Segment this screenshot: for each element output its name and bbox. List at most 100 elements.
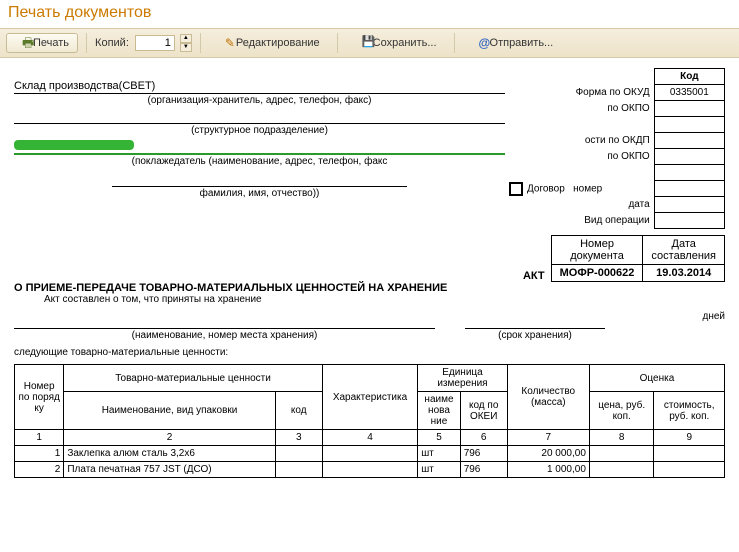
sklad-caption: (организация-хранитель, адрес, телефон, … — [14, 95, 505, 106]
doc-subtext: Акт составлен о том, что приняты на хран… — [44, 294, 725, 305]
separator — [86, 33, 87, 53]
th-naim: Наименование, вид упаковки — [64, 392, 275, 430]
print-icon — [15, 36, 29, 50]
okud-label: Форма по ОКУД — [505, 85, 654, 101]
srok-field — [465, 315, 605, 329]
srok-caption: (срок хранения) — [465, 330, 605, 341]
copies-spinner[interactable]: ▲ ▼ — [180, 34, 192, 52]
vid-value — [654, 213, 724, 229]
th-ocenka: Оценка — [589, 365, 724, 392]
col-numbers-row: 1 2 3 4 5 6 7 8 9 — [15, 430, 725, 446]
edit-label: Редактирование — [236, 37, 320, 49]
following-text: следующие товарно-материальные ценности: — [14, 347, 725, 358]
blank-cell — [654, 165, 724, 181]
storage-caption: (наименование, номер места хранения) — [14, 330, 435, 341]
signature-mark — [14, 140, 134, 150]
okpo2-label: по ОКПО — [505, 149, 654, 165]
doc-heading: О ПРИЕМЕ-ПЕРЕДАЧЕ ТОВАРНО-МАТЕРИАЛЬНЫХ Ц… — [14, 282, 725, 294]
cell-qty: 1 000,00 — [507, 462, 589, 478]
copies-input[interactable] — [135, 35, 175, 51]
dog-nomer-value — [654, 181, 724, 197]
okpo1-value — [654, 101, 724, 117]
cell-n: 1 — [15, 446, 64, 462]
colnum: 8 — [589, 430, 654, 446]
docdate-header: Дата составления — [643, 236, 725, 265]
separator — [454, 33, 455, 53]
send-label: Отправить... — [490, 37, 554, 49]
storage-field — [14, 315, 435, 329]
spin-down-icon[interactable]: ▼ — [180, 43, 192, 52]
okdp-label: ости по ОКДП — [505, 133, 654, 149]
print-label: Печать — [33, 37, 69, 49]
vid-label: Вид операции — [505, 213, 654, 229]
separator — [337, 33, 338, 53]
cell-kod — [275, 446, 322, 462]
pokl-caption: (поклажедатель (наименование, адрес, тел… — [14, 156, 505, 167]
cell-qty: 20 000,00 — [507, 446, 589, 462]
data-label: дата — [505, 197, 654, 213]
okpo1-label: по ОКПО — [505, 101, 654, 117]
docnum-header: Номер документа — [551, 236, 643, 265]
docnum-value: МОФР-000622 — [551, 265, 643, 282]
cell-name: Заклепка алюм сталь 3,2х6 — [64, 446, 275, 462]
th-tmc: Товарно-материальные ценности — [64, 365, 322, 392]
cell-name: Плата печатная 757 JST (ДСО) — [64, 462, 275, 478]
cell-stoim — [654, 446, 725, 462]
th-cena: цена, руб. коп. — [589, 392, 654, 430]
separator — [200, 33, 201, 53]
dog-data-value — [654, 197, 724, 213]
cell-ed: шт — [418, 462, 460, 478]
edit-button[interactable]: Редактирование — [209, 33, 329, 53]
colnum: 1 — [15, 430, 64, 446]
th-naime: наиме нова ние — [418, 392, 460, 430]
items-table: Номер по поряд ку Товарно-материальные ц… — [14, 364, 725, 478]
cell-kod — [275, 462, 322, 478]
edit-icon — [218, 36, 232, 50]
blank-cell — [654, 117, 724, 133]
cell-stoim — [654, 462, 725, 478]
th-nomer: Номер по поряд ку — [15, 365, 64, 430]
sklad-field: Склад производства(СВЕТ) — [14, 80, 505, 94]
cell-char — [322, 446, 418, 462]
th-char: Характеристика — [322, 365, 418, 430]
colnum: 2 — [64, 430, 275, 446]
kod-header: Код — [654, 69, 724, 85]
th-okei: код по ОКЕИ — [460, 392, 507, 430]
print-button[interactable]: Печать — [6, 33, 78, 53]
dogovor-box — [509, 182, 523, 196]
cell-ed: шт — [418, 446, 460, 462]
colnum: 6 — [460, 430, 507, 446]
copies-label: Копий: — [95, 37, 129, 49]
cell-n: 2 — [15, 462, 64, 478]
struct-caption: (структурное подразделение) — [14, 125, 505, 136]
fio-caption: фамилия, имя, отчество)) — [14, 188, 505, 199]
colnum: 9 — [654, 430, 725, 446]
save-button[interactable]: Сохранить... — [346, 33, 446, 53]
fio-field — [112, 173, 407, 187]
colnum: 4 — [322, 430, 418, 446]
colnum: 5 — [418, 430, 460, 446]
nomer-label: номер — [573, 183, 602, 194]
table-row: 1Заклепка алюм сталь 3,2х6шт79620 000,00 — [15, 446, 725, 462]
okud-value: 0335001 — [654, 85, 724, 101]
dogovor-label: Договор — [527, 183, 565, 194]
days-label: дней — [605, 311, 725, 341]
akt-label: АКТ — [523, 270, 551, 282]
toolbar: Печать Копий: ▲ ▼ Редактирование Сохрани… — [0, 28, 739, 58]
send-button[interactable]: Отправить... — [463, 33, 563, 53]
doc-number-table: Номер документа Дата составления МОФР-00… — [551, 235, 725, 282]
spin-up-icon[interactable]: ▲ — [180, 34, 192, 43]
okdp-value — [654, 133, 724, 149]
save-icon — [355, 36, 369, 50]
struct-field — [14, 110, 505, 124]
cell-okei: 796 — [460, 462, 507, 478]
pokl-field — [14, 140, 505, 155]
th-kolvo: Количество (масса) — [507, 365, 589, 430]
docdate-value: 19.03.2014 — [643, 265, 725, 282]
th-kod: код — [275, 392, 322, 430]
okpo2-value — [654, 149, 724, 165]
send-icon — [472, 36, 486, 50]
cell-char — [322, 462, 418, 478]
colnum: 7 — [507, 430, 589, 446]
codes-table: Код Форма по ОКУД0335001 по ОКПО ости по… — [505, 68, 725, 229]
